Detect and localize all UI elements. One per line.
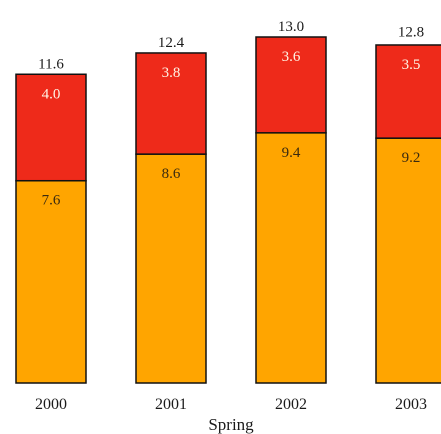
bar-segment-2000-1 (15, 73, 87, 182)
total-label-2002: 13.0 (278, 19, 304, 35)
data-label-2003-0: 9.2 (402, 150, 421, 166)
bar-segment-2001-1 (135, 52, 207, 155)
bar-segment-2003-1 (375, 44, 441, 139)
x-tick-label-2000: 2000 (35, 396, 67, 413)
x-axis-label: Spring (208, 415, 254, 434)
labels-layer: 7.6 4.0 11.6 2000 8.6 3.8 12.4 2001 9.4 3.6 13.0 20… (35, 19, 427, 413)
bar-segment-2002-0 (255, 132, 327, 384)
bars-layer (15, 36, 441, 384)
x-tick-label-2003: 2003 (395, 396, 427, 413)
data-label-2001-1: 3.8 (162, 65, 181, 81)
data-label-2001-0: 8.6 (162, 166, 181, 182)
total-label-2000: 11.6 (38, 56, 64, 72)
data-label-2003-1: 3.5 (402, 57, 421, 73)
data-label-2000-1: 4.0 (42, 86, 61, 102)
x-tick-label-2001: 2001 (155, 396, 187, 413)
data-label-2000-0: 7.6 (42, 193, 61, 209)
total-label-2001: 12.4 (158, 35, 185, 51)
bar-segment-2001-0 (135, 153, 207, 384)
data-label-2002-1: 3.6 (282, 49, 301, 65)
bar-segment-2003-0 (375, 137, 441, 384)
total-label-2003: 12.8 (398, 24, 424, 40)
data-label-2002-0: 9.4 (282, 145, 301, 161)
bar-segment-2002-1 (255, 36, 327, 134)
x-tick-label-2002: 2002 (275, 396, 307, 413)
bar-segment-2000-0 (15, 179, 87, 384)
